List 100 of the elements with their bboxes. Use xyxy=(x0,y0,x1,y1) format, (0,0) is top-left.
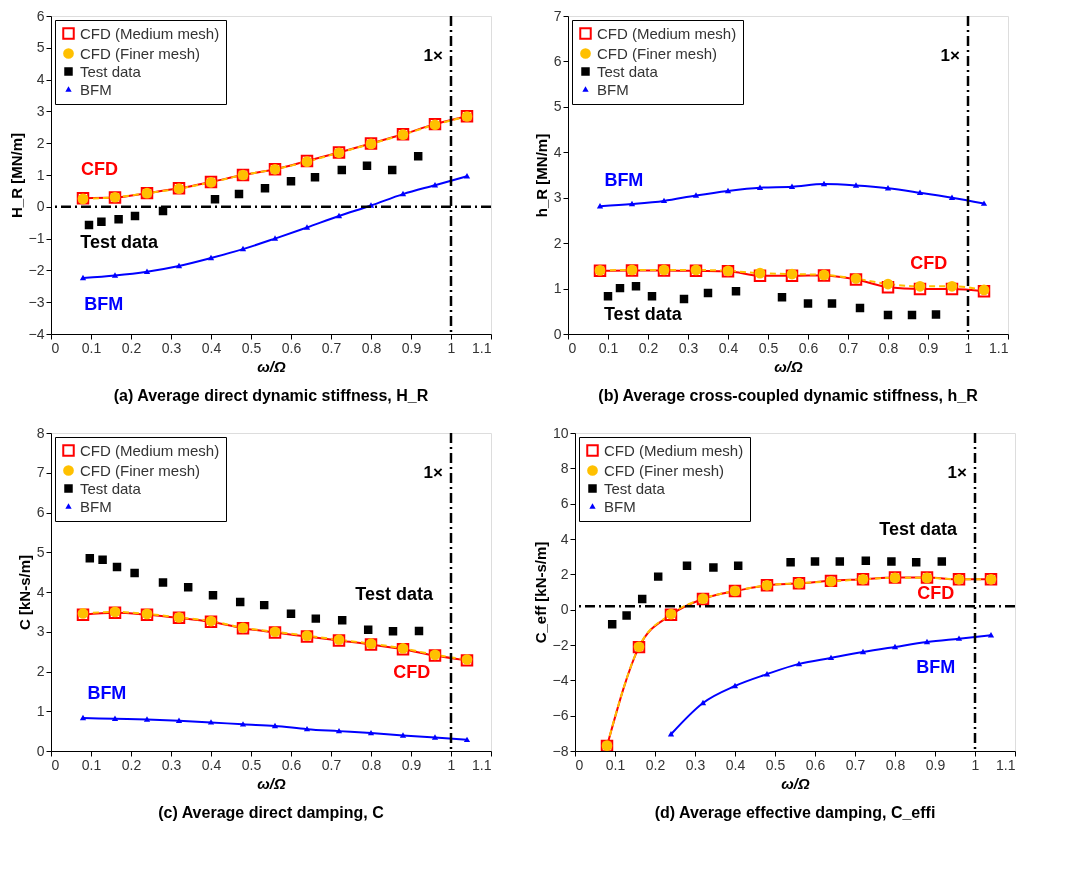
legend-label: Test data xyxy=(80,62,142,80)
x-tick-label: 0.9 xyxy=(401,339,422,356)
legend-label: BFM xyxy=(80,80,112,98)
text: (b) Average cross-coupled dynamic stiffness, h_R xyxy=(598,387,979,404)
legend-label: CFD (Medium mesh) xyxy=(80,24,220,42)
legend-label: CFD (Finer mesh) xyxy=(597,44,718,62)
ref-line-label: 1× xyxy=(423,46,444,65)
x-tick-label: 0.5 xyxy=(765,756,786,773)
x-tick-label: 0.3 xyxy=(161,339,182,356)
y-tick-label: 4 xyxy=(36,71,45,88)
legend-label: BFM xyxy=(597,80,629,98)
x-tick-label: 0.5 xyxy=(758,339,779,356)
text: (a) Average direct dynamic stiffness, H_R xyxy=(113,387,429,404)
annotation: Test data xyxy=(603,303,683,324)
ref-line-label: 1× xyxy=(940,46,961,65)
y-tick-label: 2 xyxy=(560,565,569,582)
y-tick-label: 5 xyxy=(36,39,45,56)
x-tick-label: 0.1 xyxy=(81,756,102,773)
y-tick-label: 6 xyxy=(560,495,569,512)
x-tick-label: 0.6 xyxy=(805,756,826,773)
x-tick-label: 0.9 xyxy=(925,756,946,773)
x-tick-label: 0.5 xyxy=(241,756,262,773)
x-axis-title: ω/Ω xyxy=(774,357,803,375)
y-tick-label: 4 xyxy=(560,530,569,547)
x-tick-label: 0.4 xyxy=(201,339,222,356)
y-tick-label: 3 xyxy=(36,623,45,640)
x-axis-title: ω/Ω xyxy=(257,774,286,792)
y-tick-label: 8 xyxy=(36,424,45,441)
legend-label: Test data xyxy=(80,479,142,497)
x-tick-label: 0.8 xyxy=(361,339,382,356)
x-tick-label: 0.7 xyxy=(838,339,859,356)
y-axis-title: C_eff [kN-s/m] xyxy=(531,541,549,644)
y-tick-label: 1 xyxy=(553,280,562,297)
y-tick-label: −6 xyxy=(552,707,569,724)
y-tick-label: −2 xyxy=(552,636,569,653)
legend-label: CFD (Finer mesh) xyxy=(80,44,201,62)
y-tick-label: −1 xyxy=(28,230,45,247)
x-tick-label: 0.9 xyxy=(918,339,939,356)
y-tick-label: 4 xyxy=(553,143,562,160)
x-tick-label: 0.8 xyxy=(361,756,382,773)
x-tick-label: 0.6 xyxy=(281,756,302,773)
x-tick-label: 0.6 xyxy=(281,339,302,356)
y-tick-label: 0 xyxy=(36,198,45,215)
y-tick-label: 2 xyxy=(36,663,45,679)
x-tick-label: 1 xyxy=(447,756,456,773)
legend-label: CFD (Finer mesh) xyxy=(604,461,725,479)
x-tick-label: 0 xyxy=(575,756,584,773)
y-tick-label: 3 xyxy=(553,189,562,206)
x-axis-title: ω/Ω xyxy=(781,774,810,792)
ref-line-label: 1× xyxy=(423,463,444,482)
y-tick-label: 2 xyxy=(36,134,45,151)
annotation: Test data xyxy=(879,518,959,539)
y-tick-label: 3 xyxy=(36,102,45,119)
y-tick-label: 2 xyxy=(553,234,562,251)
y-tick-label: 0 xyxy=(553,325,562,342)
y-tick-label: −4 xyxy=(28,325,45,342)
annotation: CFD xyxy=(910,253,948,274)
y-tick-label: 8 xyxy=(560,459,569,476)
y-tick-label: 6 xyxy=(553,52,562,69)
x-tick-label: 0.2 xyxy=(645,756,666,773)
legend-label: CFD (Medium mesh) xyxy=(604,441,744,459)
x-tick-label: 0.4 xyxy=(201,756,222,773)
text: (d) Average effective damping, C_effi xyxy=(654,804,936,821)
legend-label: CFD (Medium mesh) xyxy=(80,441,220,459)
legend-label: BFM xyxy=(604,497,636,515)
annotation: BFM xyxy=(84,294,124,315)
annotation: CFD xyxy=(917,582,955,603)
y-tick-label: 5 xyxy=(553,98,562,115)
annotation: BFM xyxy=(916,656,956,677)
y-tick-label: 7 xyxy=(553,7,562,24)
legend-label: CFD (Medium mesh) xyxy=(597,24,737,42)
x-tick-label: 0.1 xyxy=(81,339,102,356)
annotation: BFM xyxy=(604,170,644,191)
ref-line-label: 1× xyxy=(947,463,968,482)
x-tick-label: 0.2 xyxy=(121,756,142,773)
x-tick-label: 0.8 xyxy=(885,756,906,773)
annotation: Test data xyxy=(80,232,160,253)
x-tick-label: 0.1 xyxy=(605,756,626,773)
y-tick-label: 6 xyxy=(36,7,45,24)
annotation: Test data xyxy=(355,584,435,605)
legend-label: BFM xyxy=(80,497,112,515)
y-tick-label: 7 xyxy=(36,464,45,481)
legend-label: Test data xyxy=(604,479,666,497)
x-tick-label: 1.1 xyxy=(989,339,1009,356)
x-tick-label: 0.1 xyxy=(598,339,619,356)
x-tick-label: 0.3 xyxy=(685,756,706,773)
x-tick-label: 0.9 xyxy=(401,756,422,773)
x-tick-label: 0 xyxy=(51,339,60,356)
y-axis-title: h_R [MN/m] xyxy=(532,133,550,218)
y-tick-label: −8 xyxy=(552,742,569,759)
x-tick-label: 0 xyxy=(51,756,60,773)
y-tick-label: 5 xyxy=(36,543,45,560)
x-tick-label: 0.7 xyxy=(321,339,342,356)
y-tick-label: −4 xyxy=(552,671,569,688)
x-tick-label: 0.4 xyxy=(725,756,746,773)
y-tick-label: −3 xyxy=(28,293,45,310)
x-axis-title: ω/Ω xyxy=(257,357,286,375)
x-tick-label: 0.3 xyxy=(161,756,182,773)
y-axis-title: H_R [MN/m] xyxy=(7,133,25,218)
y-tick-label: 6 xyxy=(36,504,45,520)
